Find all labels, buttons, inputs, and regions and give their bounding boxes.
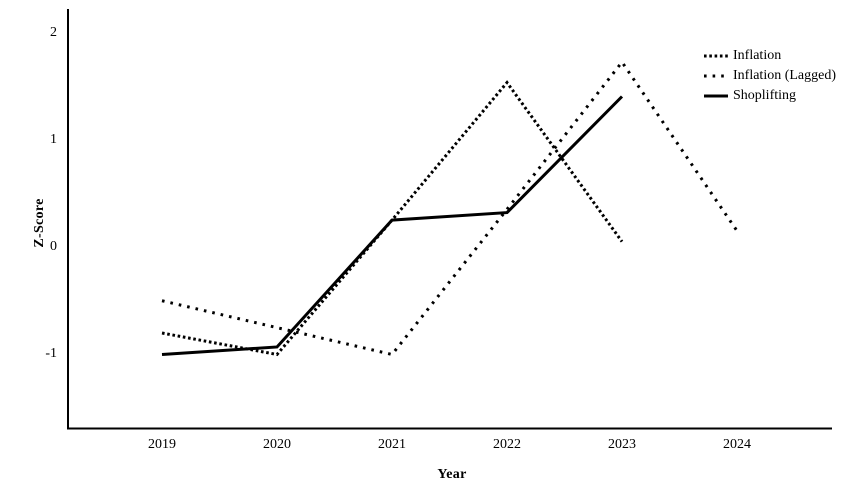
legend-item-shoplifting: Shoplifting: [703, 86, 836, 106]
y-tick-label-neg1: -1: [45, 346, 57, 361]
x-tick-label-2023: 2023: [608, 437, 636, 452]
legend-label: Inflation (Lagged): [733, 68, 837, 83]
y-tick-label-2: 2: [50, 25, 57, 40]
legend-item-inflation: Inflation: [703, 46, 836, 66]
dotted-sparse-line-icon: [704, 74, 728, 78]
legend-label: Shoplifting: [733, 88, 797, 103]
x-tick-label-2022: 2022: [493, 437, 521, 452]
y-tick-label-1: 1: [50, 132, 57, 147]
y-tick-label-0: 0: [50, 239, 57, 254]
solid-line-icon: [704, 94, 728, 98]
legend-label: Inflation: [733, 48, 782, 63]
legend-item-inflation-lagged: Inflation (Lagged): [703, 66, 836, 86]
x-tick-label-2024: 2024: [723, 437, 751, 452]
y-axis-title: Z-Score: [32, 198, 47, 248]
series-line-shoplifting: [161, 95, 624, 356]
x-tick-label-2019: 2019: [148, 437, 176, 452]
dotted-dense-line-icon: [704, 54, 728, 58]
legend: Inflation Inflation (Lagged) Shoplifting: [703, 46, 836, 106]
series-line-inflation-lagged: [161, 59, 739, 357]
x-tick-label-2020: 2020: [263, 437, 291, 452]
x-tick-label-2021: 2021: [378, 437, 406, 452]
series-line-inflation: [161, 80, 624, 357]
x-axis-title: Year: [437, 467, 467, 482]
